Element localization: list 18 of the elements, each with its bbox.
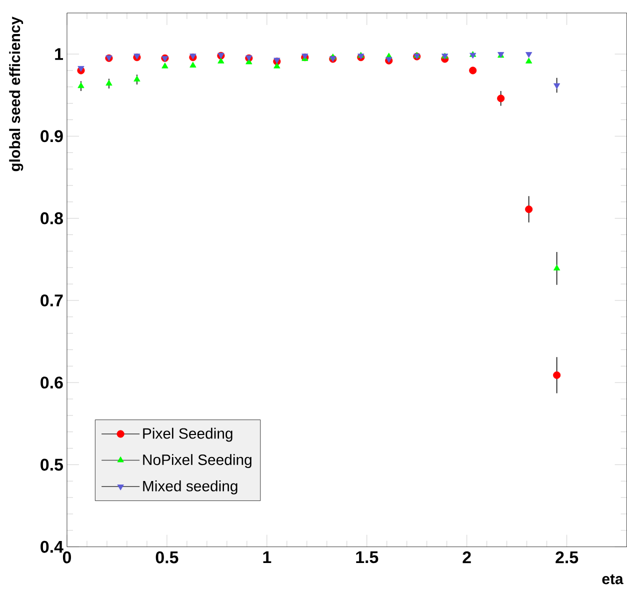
x-tick-label: 0.5 xyxy=(156,551,178,564)
y-axis-title: global seed efficiency xyxy=(9,16,24,172)
x-tick-label: 1 xyxy=(263,551,272,564)
y-tick-label: 1 xyxy=(55,48,63,60)
x-axis-title: eta xyxy=(602,574,624,584)
x-tick-label: 2 xyxy=(462,551,471,564)
y-tick-label: 0.7 xyxy=(40,294,63,307)
x-tick-label: 0 xyxy=(62,551,71,564)
y-tick-label: 0.4 xyxy=(40,540,64,553)
legend-label: NoPixel Seeding xyxy=(143,454,252,468)
x-tick-label: 2.5 xyxy=(556,551,578,564)
legend-label: Mixed seeding xyxy=(143,480,238,494)
y-tick-label: 0.9 xyxy=(40,130,63,142)
x-tick-label: 1.5 xyxy=(356,551,378,564)
y-tick-label: 0.8 xyxy=(40,212,63,224)
legend-label: Pixel Seeding xyxy=(143,428,232,442)
y-tick-label: 0.6 xyxy=(40,376,63,389)
y-tick-label: 0.5 xyxy=(40,458,63,471)
